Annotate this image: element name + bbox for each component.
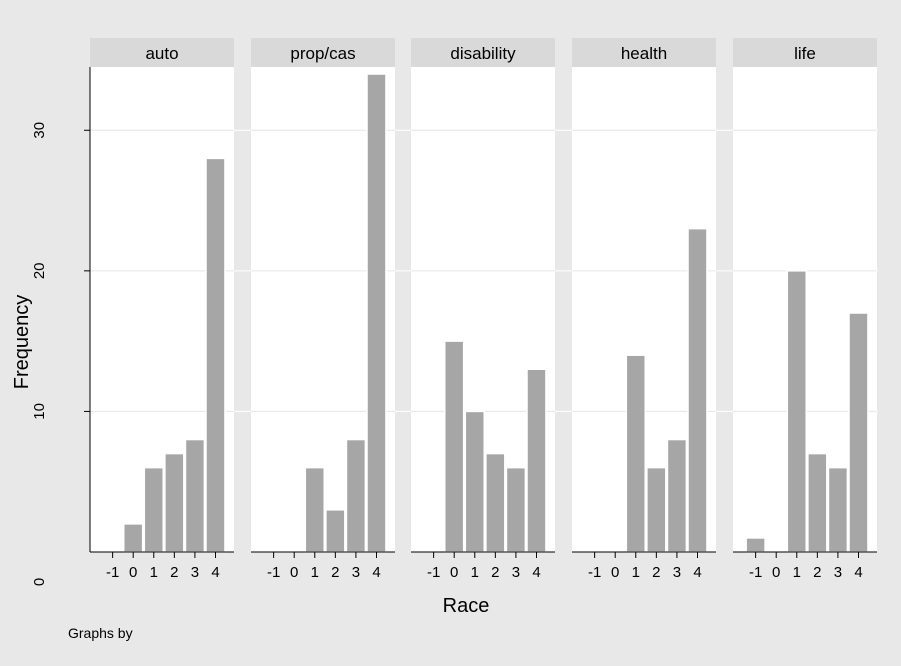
y-tick-label: 0 — [31, 578, 48, 586]
bar — [443, 340, 465, 553]
x-tick-label: 0 — [290, 564, 298, 581]
bar — [687, 227, 708, 553]
bar — [345, 438, 367, 553]
x-tick-label: 4 — [693, 564, 701, 581]
panel-4: life -1 0 1 2 3 4 — [733, 38, 877, 581]
x-tick-label: 3 — [352, 564, 360, 581]
y-axis-title: Frequency — [11, 295, 33, 390]
x-tick-label: 0 — [611, 564, 619, 581]
bar — [366, 73, 387, 553]
bar — [505, 466, 527, 553]
x-tick-label: 4 — [211, 564, 219, 581]
x-tick-label: 0 — [450, 564, 458, 581]
x-tick-label: -1 — [749, 564, 762, 581]
bar — [205, 157, 226, 553]
bar — [143, 466, 164, 553]
y-tick-label: 30 — [31, 122, 48, 139]
x-tick-label: 1 — [471, 564, 479, 581]
panel-title: health — [621, 44, 667, 63]
x-tick-label: 3 — [834, 564, 842, 581]
bar — [485, 452, 506, 553]
x-tick-label: 1 — [311, 564, 319, 581]
panel-2: disability -1 0 1 2 3 4 — [411, 38, 555, 581]
x-tick-label: 3 — [191, 564, 199, 581]
bar — [164, 452, 185, 553]
panel-title: disability — [450, 44, 516, 63]
bar — [526, 368, 547, 553]
panel-strip — [411, 38, 555, 67]
x-tick-label: -1 — [588, 564, 601, 581]
panel-0: auto -1 0 1 2 3 4 — [90, 38, 234, 581]
panel-strip — [733, 38, 877, 67]
x-tick-label: 2 — [652, 564, 660, 581]
x-tick-label: 4 — [854, 564, 862, 581]
panel-title: life — [794, 44, 816, 63]
panel-1: prop/cas -1 0 1 2 3 4 — [251, 38, 395, 581]
x-axis-title: Race — [443, 595, 490, 617]
x-tick-label: 1 — [150, 564, 158, 581]
bar — [786, 270, 807, 553]
x-tick-label: 2 — [813, 564, 821, 581]
bar — [304, 466, 325, 553]
bar — [666, 438, 688, 553]
panel-strip — [572, 38, 716, 67]
bar — [827, 466, 849, 553]
graphs-by-note: Graphs by — [68, 625, 133, 641]
x-tick-label: 2 — [170, 564, 178, 581]
bar — [807, 452, 828, 553]
x-tick-label: 2 — [491, 564, 499, 581]
panel-title: prop/cas — [290, 44, 355, 63]
x-tick-label: 3 — [673, 564, 681, 581]
bar — [464, 410, 485, 553]
panel-strip — [251, 38, 395, 67]
bar — [745, 537, 766, 553]
panel-strip — [90, 38, 234, 67]
bar — [184, 438, 206, 553]
bar — [848, 312, 869, 553]
x-tick-label: 3 — [512, 564, 520, 581]
x-tick-label: -1 — [267, 564, 280, 581]
x-tick-label: -1 — [106, 564, 119, 581]
x-tick-label: 0 — [129, 564, 137, 581]
panel-3: health -1 0 1 2 3 4 — [572, 38, 716, 581]
x-tick-label: 1 — [793, 564, 801, 581]
y-tick-label: 10 — [31, 403, 48, 420]
x-tick-label: 4 — [532, 564, 540, 581]
y-tick-label: 20 — [31, 262, 48, 279]
x-tick-label: -1 — [427, 564, 440, 581]
panel-title: auto — [145, 44, 178, 63]
x-tick-label: 0 — [772, 564, 780, 581]
x-tick-label: 1 — [632, 564, 640, 581]
bar — [325, 509, 346, 553]
x-tick-label: 4 — [372, 564, 380, 581]
bar — [122, 523, 144, 553]
bar — [646, 466, 667, 553]
y-axis: 0 10 20 30 — [31, 67, 91, 586]
bar — [625, 354, 646, 553]
x-tick-label: 2 — [331, 564, 339, 581]
